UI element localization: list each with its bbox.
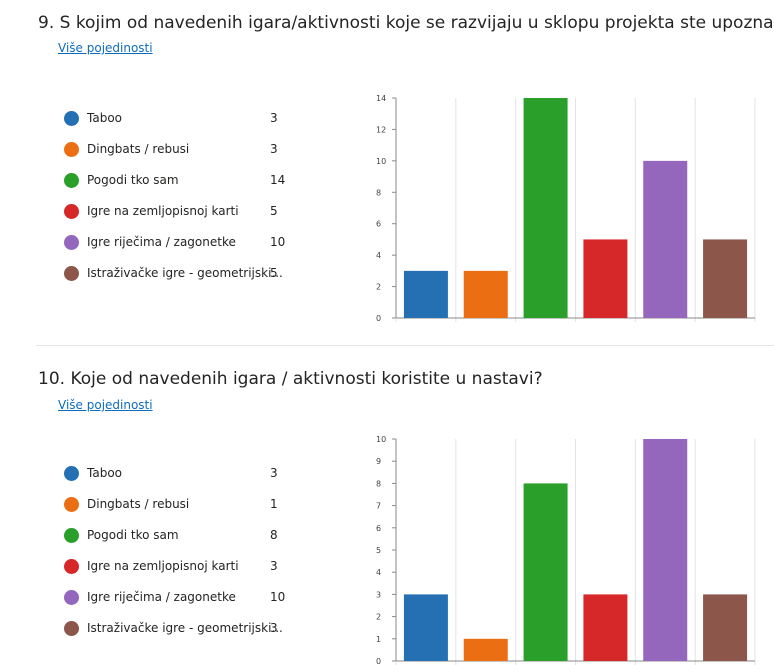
y-tick-label: 0	[376, 657, 381, 665]
bar	[403, 594, 448, 661]
legend-count: 8	[270, 528, 278, 542]
y-tick-label: 8	[376, 479, 381, 488]
legend-label: Istraživačke igre - geometrijski...	[87, 266, 283, 280]
y-tick-label: 2	[376, 613, 381, 622]
y-tick-label: 4	[376, 568, 381, 577]
legend-label: Igre riječima / zagonetke	[87, 235, 236, 249]
question-9: 9. S kojim od navedenih igara/aktivnosti…	[0, 12, 774, 332]
legend-count: 3	[270, 111, 278, 125]
y-tick-label: 6	[376, 524, 381, 533]
bar	[703, 594, 748, 661]
bar-chart: 0 1 2 3 4 5 6 7 8 9 10	[376, 435, 756, 665]
y-tick-label: 9	[376, 457, 381, 466]
legend-label: Dingbats / rebusi	[87, 142, 190, 156]
bar	[523, 483, 568, 661]
legend-dot	[64, 621, 79, 636]
legend-count: 3	[270, 559, 278, 573]
bar	[643, 160, 688, 318]
bar	[463, 270, 508, 318]
y-tick-label: 8	[376, 188, 381, 197]
bar	[583, 239, 628, 318]
bar	[403, 270, 448, 318]
legend-label: Igre na zemljopisnoj karti	[87, 559, 239, 573]
legend-dot	[64, 266, 79, 281]
legend-label: Pogodi tko sam	[87, 173, 179, 187]
y-tick-label: 7	[376, 502, 381, 511]
legend-dot	[64, 142, 79, 157]
y-tick-label: 1	[376, 635, 381, 644]
legend-label: Istraživačke igre - geometrijski...	[87, 621, 283, 635]
legend-label: Igre na zemljopisnoj karti	[87, 204, 239, 218]
y-tick-label: 5	[376, 546, 381, 555]
legend-dot	[64, 528, 79, 543]
legend-count: 3	[270, 621, 278, 635]
y-tick-label: 3	[376, 590, 381, 599]
y-tick-label: 2	[376, 283, 381, 292]
legend-dot	[64, 559, 79, 574]
legend-dot	[64, 204, 79, 219]
question-10: 10. Koje od navedenih igara / aktivnosti…	[0, 368, 774, 665]
legend-count: 1	[270, 497, 278, 511]
bar	[463, 638, 508, 661]
legend-count: 10	[270, 590, 286, 604]
y-tick-label: 4	[376, 251, 381, 260]
y-tick-label: 14	[376, 94, 386, 103]
legend-label: Dingbats / rebusi	[87, 497, 190, 511]
y-tick-label: 10	[376, 435, 386, 444]
details-link[interactable]: Više pojedinosti	[58, 41, 153, 55]
divider	[36, 345, 774, 346]
y-tick-label: 6	[376, 220, 381, 229]
legend-count: 3	[270, 142, 278, 156]
legend-dot	[64, 466, 79, 481]
question-title: 9. S kojim od navedenih igara/aktivnosti…	[38, 13, 774, 33]
legend-label: Taboo	[87, 466, 122, 480]
legend-label: Taboo	[87, 111, 122, 125]
legend-dot	[64, 173, 79, 188]
bar	[523, 98, 568, 318]
legend-dot	[64, 590, 79, 605]
legend-label: Igre riječima / zagonetke	[87, 590, 236, 604]
legend-count: 3	[270, 466, 278, 480]
legend-count: 14	[270, 173, 286, 187]
y-tick-label: 12	[376, 125, 386, 134]
y-tick-label: 0	[376, 314, 381, 323]
bar	[583, 594, 628, 661]
question-title: 10. Koje od navedenih igara / aktivnosti…	[38, 369, 543, 389]
legend-dot	[64, 111, 79, 126]
y-tick-label: 10	[376, 157, 386, 166]
legend-dot	[64, 497, 79, 512]
bar-chart: 0 2 4 6 8 10 12 14	[376, 94, 756, 323]
legend-dot	[64, 235, 79, 250]
legend-count: 5	[270, 204, 278, 218]
bar	[643, 439, 688, 661]
details-link[interactable]: Više pojedinosti	[58, 398, 153, 412]
bar	[703, 239, 748, 318]
legend-label: Pogodi tko sam	[87, 528, 179, 542]
legend-count: 10	[270, 235, 286, 249]
legend-count: 5	[270, 266, 278, 280]
